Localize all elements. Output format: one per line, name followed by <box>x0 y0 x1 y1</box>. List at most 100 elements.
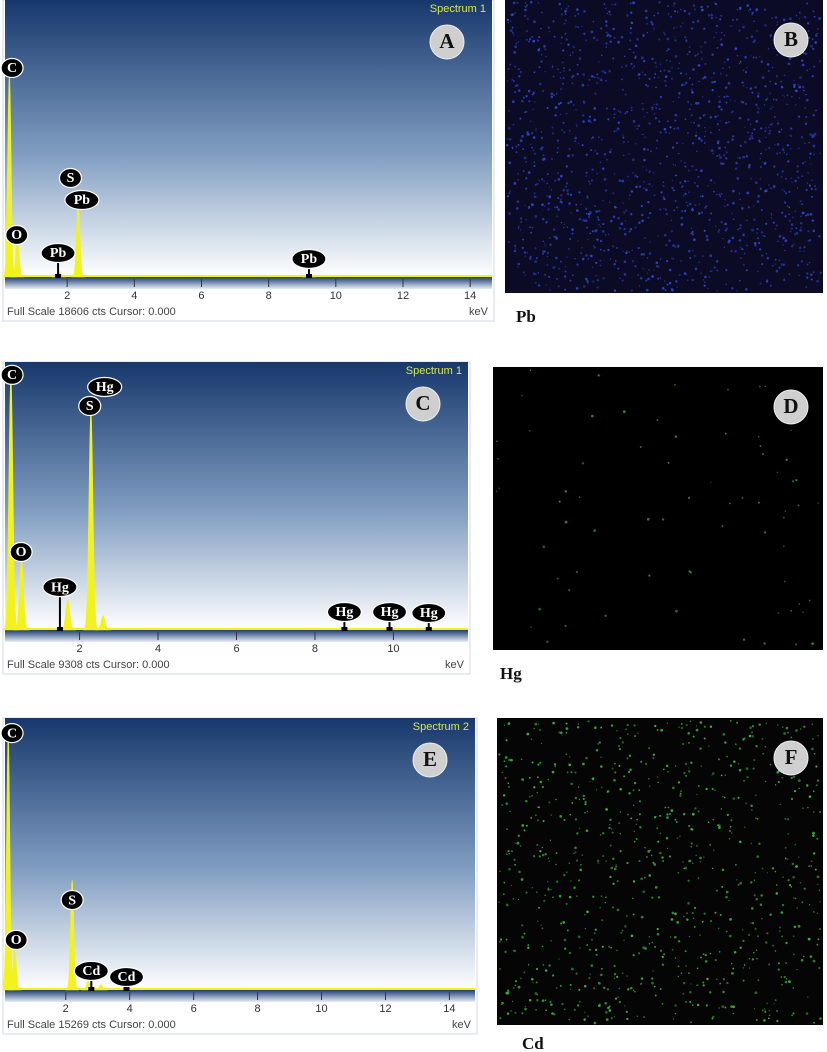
map-dot <box>634 56 637 59</box>
map-dot <box>524 5 527 9</box>
map-dot <box>651 57 654 61</box>
map-dot <box>651 941 654 944</box>
map-dot <box>814 868 817 871</box>
map-dot <box>532 149 535 152</box>
map-dot <box>671 146 675 149</box>
map-dot <box>680 726 684 730</box>
map-dot <box>714 959 717 962</box>
map-dot <box>563 223 565 226</box>
map-dot <box>531 761 534 764</box>
map-dot <box>686 201 688 203</box>
map-dot <box>709 179 713 182</box>
map-dot <box>552 228 556 231</box>
map-dot <box>618 764 621 767</box>
map-dot <box>572 51 574 54</box>
map-dot <box>603 249 606 252</box>
map-dot <box>576 726 580 729</box>
map-dot <box>594 76 596 78</box>
map-dot <box>806 276 809 279</box>
map-dot <box>568 951 572 955</box>
map-dot <box>527 944 530 947</box>
map-dot <box>695 725 698 727</box>
map-dot <box>817 883 819 886</box>
map-dot <box>747 10 750 12</box>
map-dot <box>613 130 616 133</box>
map-dot <box>634 142 637 145</box>
map-dot <box>703 856 705 858</box>
map-dot <box>770 217 773 219</box>
map-dot <box>586 280 589 283</box>
map-dot <box>720 31 723 34</box>
map-dot <box>595 953 598 956</box>
map-dot <box>621 741 624 744</box>
map-dot <box>653 14 656 17</box>
map-dot <box>792 935 795 937</box>
map-dot <box>541 846 544 849</box>
peak-label-bubble <box>9 541 33 563</box>
map-dot <box>610 866 614 870</box>
map-dot <box>679 792 682 795</box>
map-dot <box>804 107 806 109</box>
map-dot <box>758 248 762 251</box>
map-dot <box>652 753 655 756</box>
map-dot <box>637 273 640 276</box>
map-dot <box>523 156 527 160</box>
map-dot <box>722 990 725 994</box>
map-dot <box>651 22 654 26</box>
map-dot <box>784 510 787 512</box>
map-dot <box>636 176 639 178</box>
map-dot <box>709 952 712 955</box>
map-dot <box>743 826 746 829</box>
map-dot <box>774 263 776 265</box>
map-dot <box>671 911 675 915</box>
map-dot <box>781 983 783 986</box>
map-dot <box>722 162 725 165</box>
map-dot <box>646 22 648 25</box>
map-dot <box>634 226 637 229</box>
map-dot <box>514 84 518 88</box>
peak-label: O <box>11 933 22 948</box>
map-dot <box>703 737 706 740</box>
map-dot <box>750 922 752 924</box>
map-dot <box>498 487 500 490</box>
map-dot <box>774 258 777 261</box>
map-dot <box>645 16 648 20</box>
map-dot <box>725 930 728 933</box>
map-dot <box>640 982 643 985</box>
map-dot <box>647 277 650 281</box>
map-dot <box>780 128 783 131</box>
map-dot <box>576 63 579 66</box>
map-dot <box>739 7 742 10</box>
map-dot <box>699 195 702 198</box>
map-dot <box>763 162 767 165</box>
map-dot <box>666 722 669 724</box>
map-dot <box>585 829 589 833</box>
map-dot <box>680 160 683 162</box>
map-dot <box>513 987 515 989</box>
map-dot <box>608 1009 612 1012</box>
map-dot <box>617 996 619 998</box>
map-dot <box>757 92 760 95</box>
map-dot <box>634 44 638 48</box>
map-dot <box>565 182 568 185</box>
map-dot <box>526 732 530 736</box>
map-dot <box>542 963 545 966</box>
map-dot <box>679 72 682 75</box>
map-dot <box>761 737 764 740</box>
map-dot <box>603 3 606 5</box>
map-dot <box>557 178 561 181</box>
map-dot <box>582 762 585 766</box>
map-dot <box>796 907 799 909</box>
map-dot <box>599 78 603 82</box>
map-dot <box>790 886 793 888</box>
map-dot <box>685 73 687 75</box>
map-dot <box>560 260 562 263</box>
map-dot <box>725 157 728 160</box>
map-dot <box>776 143 780 146</box>
map-dot <box>726 813 729 816</box>
map-dot <box>691 83 694 86</box>
map-dot <box>751 735 755 738</box>
map-dot <box>595 789 598 791</box>
map-dot <box>670 219 673 221</box>
map-dot <box>551 126 554 129</box>
